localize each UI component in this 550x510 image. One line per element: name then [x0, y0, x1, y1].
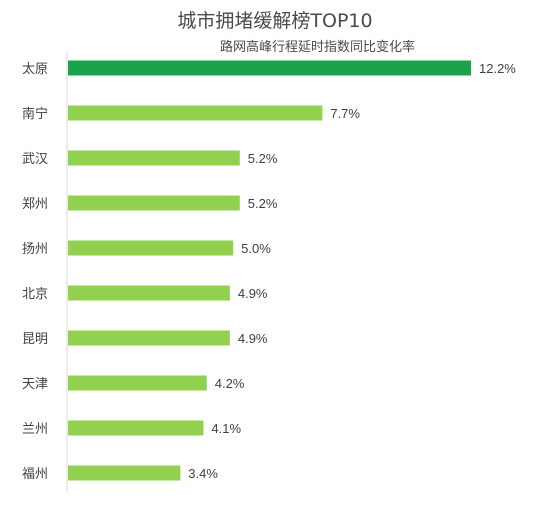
bar — [68, 195, 240, 211]
category-label: 天津 — [22, 377, 48, 392]
value-label: 7.7% — [330, 106, 360, 121]
value-label: 12.2% — [479, 61, 516, 76]
category-label: 南宁 — [22, 106, 48, 122]
value-label: 3.4% — [188, 466, 218, 481]
bar — [68, 330, 230, 346]
category-label: 郑州 — [22, 197, 48, 212]
category-label: 福州 — [22, 467, 48, 482]
value-label: 5.0% — [241, 241, 271, 256]
bar — [68, 465, 181, 481]
category-label: 北京 — [22, 287, 48, 302]
value-label: 4.1% — [211, 421, 241, 436]
bar — [68, 285, 230, 301]
category-label: 昆明 — [22, 332, 48, 347]
bar — [68, 105, 323, 121]
value-label: 4.9% — [238, 286, 268, 301]
bar — [68, 420, 204, 436]
category-label: 扬州 — [22, 242, 48, 257]
value-label: 4.2% — [215, 376, 245, 391]
bar — [68, 240, 234, 256]
value-label: 5.2% — [248, 196, 278, 211]
value-label: 4.9% — [238, 331, 268, 346]
bar — [68, 150, 240, 166]
category-label: 武汉 — [22, 152, 48, 167]
value-label: 5.2% — [248, 151, 278, 166]
bar — [68, 375, 207, 391]
category-label: 太原 — [22, 62, 48, 77]
chart-title: 城市拥堵缓解榜TOP10 — [177, 10, 373, 32]
category-label: 兰州 — [22, 422, 48, 437]
bar — [68, 60, 471, 76]
chart-subtitle: 路网高峰行程延时指数同比变化率 — [220, 40, 416, 55]
